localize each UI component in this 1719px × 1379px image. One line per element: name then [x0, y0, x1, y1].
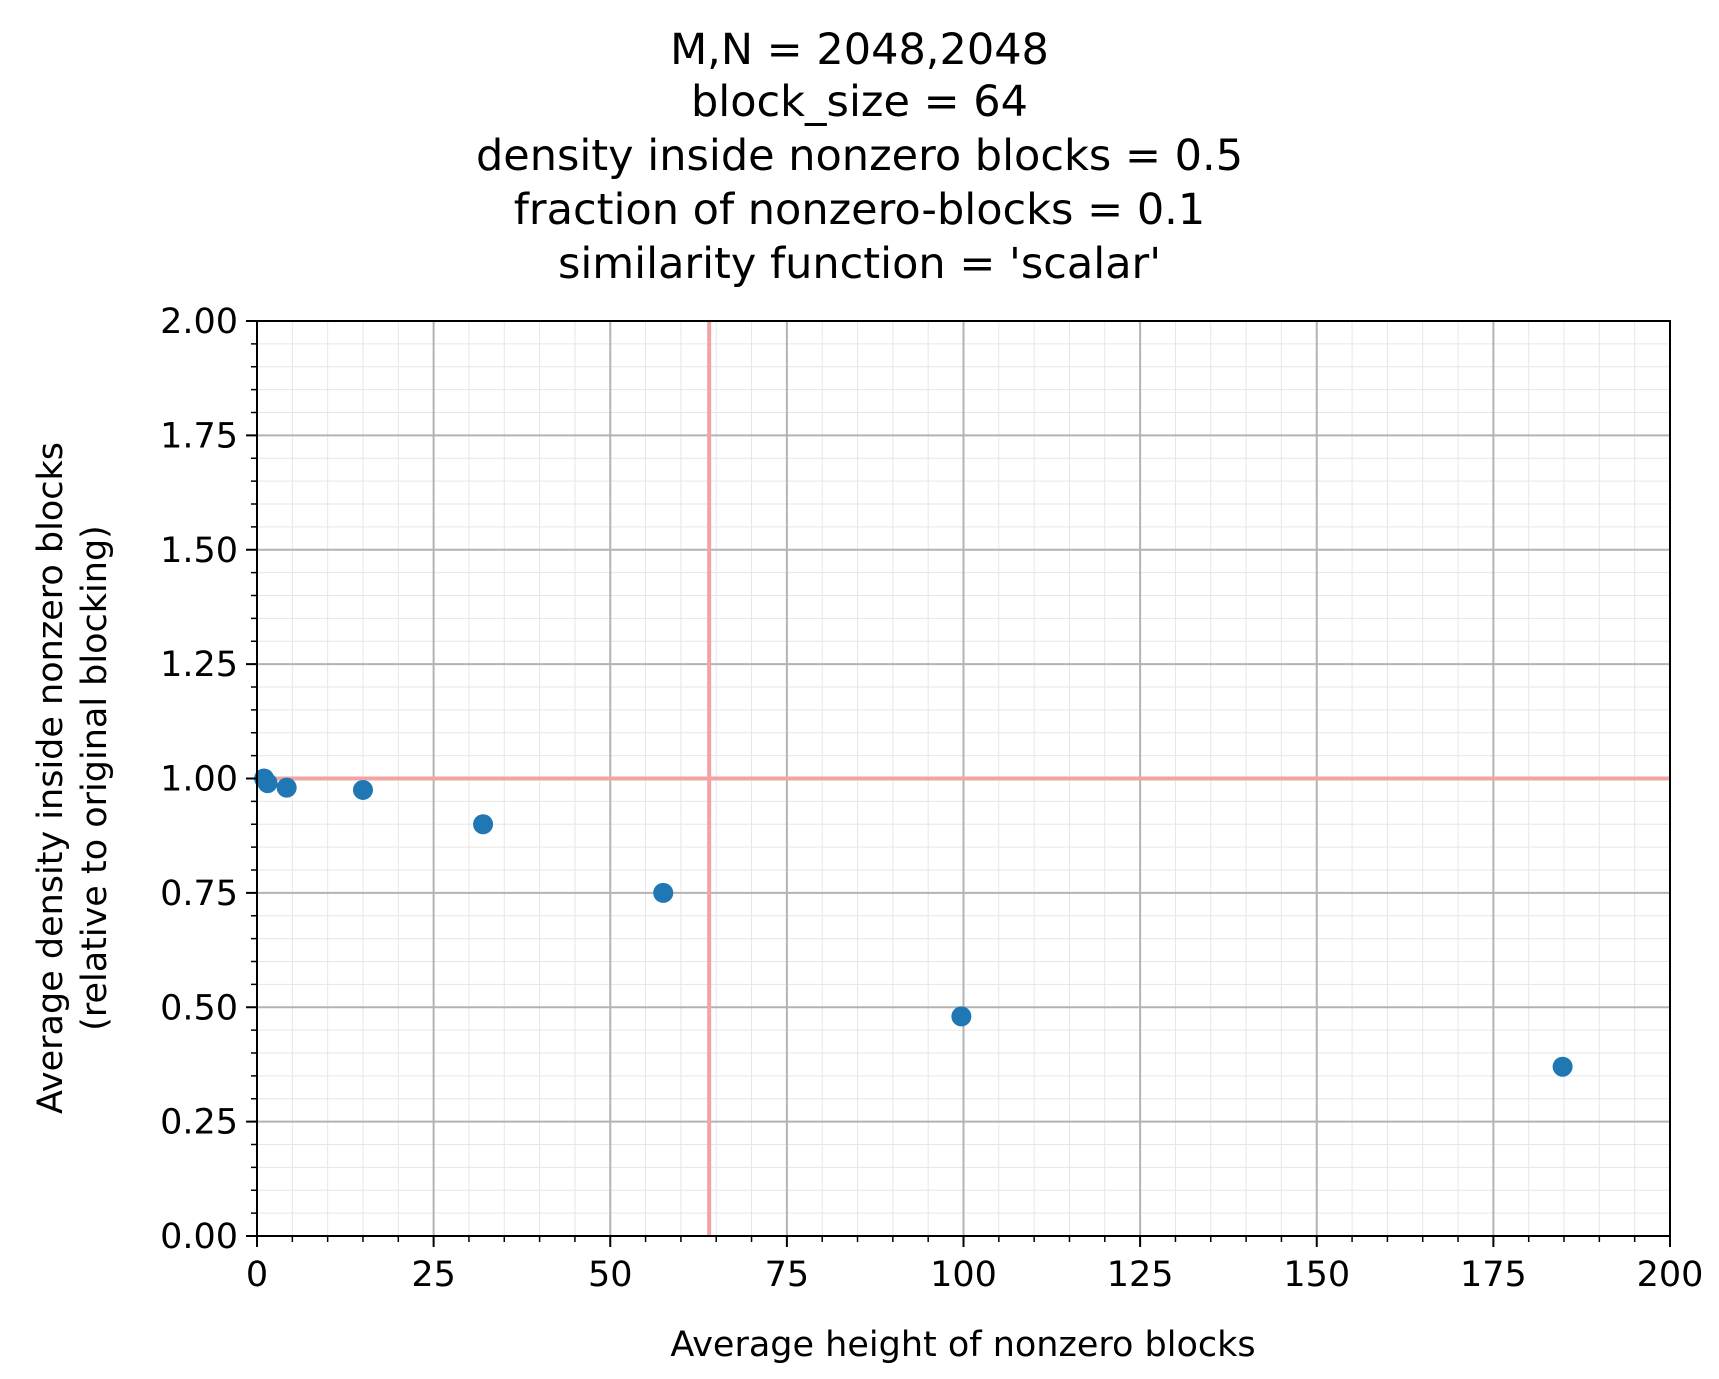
data-point: [276, 777, 297, 798]
x-tick-label: 75: [765, 1255, 810, 1295]
data-point: [653, 882, 674, 903]
data-point: [352, 779, 373, 800]
x-tick-label: 50: [588, 1255, 633, 1295]
y-tick-label: 1.25: [160, 645, 238, 685]
x-axis-label: Average height of nonzero blocks: [670, 1325, 1255, 1365]
y-tick-label: 1.75: [160, 416, 238, 456]
chart-title-line-4: fraction of nonzero-blocks = 0.1: [513, 185, 1206, 235]
data-point: [257, 773, 278, 794]
x-tick-label: 125: [1107, 1255, 1174, 1295]
data-point: [473, 814, 494, 835]
reference-lines: [257, 321, 1670, 1236]
x-tick-label: 0: [246, 1255, 268, 1295]
y-tick-label: 1.00: [160, 760, 238, 800]
x-tick-label: 150: [1283, 1255, 1350, 1295]
x-tick-label: 200: [1637, 1255, 1704, 1295]
y-tick-label: 1.50: [160, 531, 238, 571]
data-point: [1552, 1056, 1573, 1077]
x-tick-label: 25: [411, 1255, 456, 1295]
axis-tick-labels: 0 25 50 75 100 125 150 175 200 0.00 0.25 0.50 0.75 1.…: [160, 302, 1703, 1295]
y-tick-label: 2.00: [160, 302, 238, 342]
data-points: [254, 768, 1573, 1077]
chart-title-line-2: block_size = 64: [690, 77, 1029, 127]
chart-title-line-5: similarity function = 'scalar': [557, 239, 1162, 289]
chart-title-line-3: density inside nonzero blocks = 0.5: [475, 131, 1244, 181]
data-point: [951, 1006, 972, 1027]
y-tick-label: 0.50: [160, 988, 238, 1028]
y-tick-label: 0.00: [160, 1217, 238, 1257]
x-tick-label: 175: [1460, 1255, 1527, 1295]
chart-title-line-1: M,N = 2048,2048: [670, 25, 1049, 75]
y-tick-label: 0.25: [160, 1103, 238, 1143]
x-tick-label: 100: [930, 1255, 997, 1295]
y-tick-label: 0.75: [160, 874, 238, 914]
y-axis-label-line-2: (relative to original blocking): [75, 525, 115, 1031]
axis-ticks: [246, 320, 1671, 1247]
y-axis-label-line-1: Average density inside nonzero blocks: [31, 442, 71, 1114]
